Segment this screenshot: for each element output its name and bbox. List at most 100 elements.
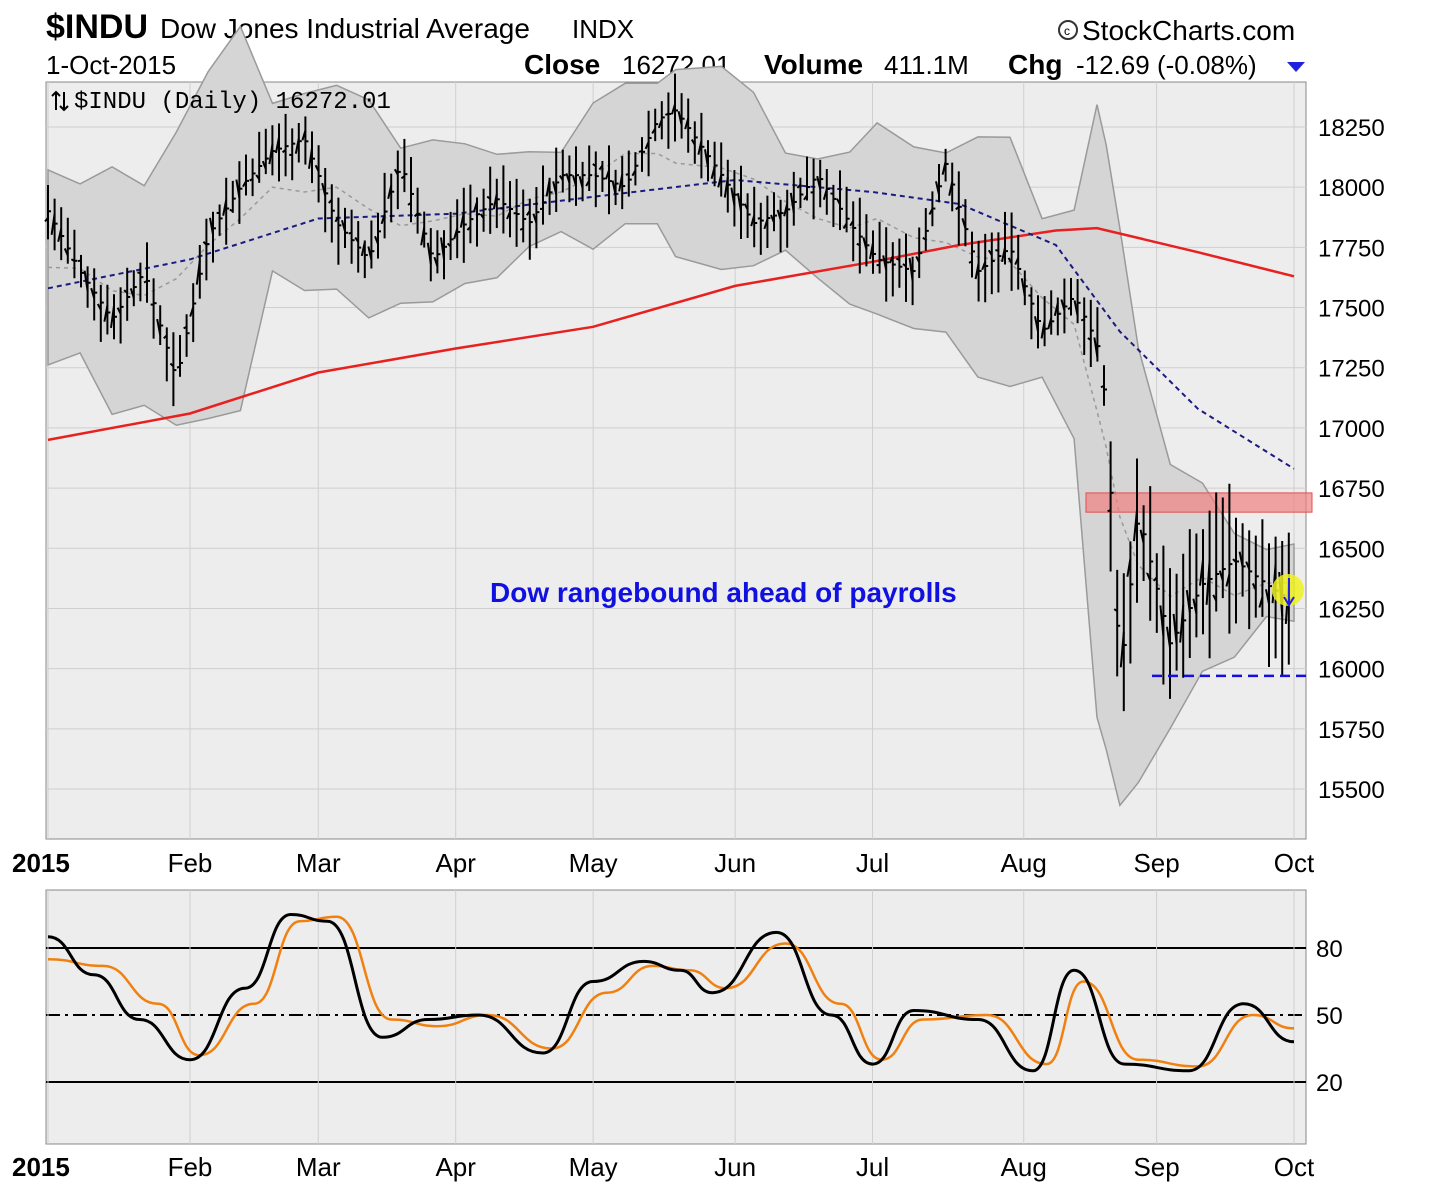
price-bar xyxy=(545,177,553,215)
month-label: Jul xyxy=(856,1152,889,1182)
price-bar xyxy=(723,159,731,213)
price-bar xyxy=(1001,211,1008,265)
price-bar xyxy=(1060,278,1068,334)
brand-logo: c StockCharts.com xyxy=(1058,15,1295,46)
price-bar xyxy=(922,208,929,251)
price-bar xyxy=(1007,212,1015,291)
price-bar xyxy=(935,164,942,203)
price-bar xyxy=(995,232,1002,293)
bollinger-band xyxy=(47,24,1295,808)
price-bar xyxy=(407,157,414,223)
month-label: Mar xyxy=(296,1152,341,1182)
price-bar xyxy=(552,147,560,212)
price-bar xyxy=(651,108,659,142)
price-bar xyxy=(955,171,962,246)
price-bar xyxy=(657,101,665,140)
price-bar xyxy=(183,314,190,357)
price-bar xyxy=(750,186,758,248)
month-label: Feb xyxy=(168,1152,213,1182)
annotation-text: Dow rangebound ahead of payrolls xyxy=(490,577,957,608)
price-bar xyxy=(1192,533,1200,638)
price-bar xyxy=(717,142,725,197)
price-bar xyxy=(690,121,698,164)
price-bar xyxy=(1047,290,1055,335)
price-bar xyxy=(500,165,507,234)
price-legend: $INDU (Daily) 16272.01 xyxy=(51,89,391,116)
price-bar xyxy=(638,137,645,172)
stochastic-axis: 20 50 80 xyxy=(1316,936,1343,1097)
price-bar xyxy=(63,217,71,264)
price-bar xyxy=(856,197,863,274)
close-label: Close xyxy=(524,49,600,80)
price-bar xyxy=(1073,279,1081,324)
price-bar xyxy=(1053,297,1061,336)
price-bar xyxy=(1126,541,1134,664)
price-bar xyxy=(572,146,579,206)
price-bar xyxy=(876,221,883,274)
price-bar xyxy=(1172,573,1180,671)
price-tick-label: 16000 xyxy=(1318,657,1385,684)
price-bar xyxy=(426,228,434,282)
price-bar xyxy=(1100,365,1107,406)
price-bar xyxy=(195,245,203,299)
month-label: Mar xyxy=(296,848,341,878)
stochastic-tick-label: 80 xyxy=(1316,936,1343,963)
price-bar xyxy=(163,327,170,382)
price-bar xyxy=(77,254,84,288)
month-label: Sep xyxy=(1133,1152,1179,1182)
exchange-label: INDX xyxy=(572,14,634,44)
price-bar xyxy=(625,150,632,197)
price-bar xyxy=(479,188,487,232)
stochastic-grid xyxy=(46,890,1306,1144)
price-bar xyxy=(1080,297,1088,355)
price-bar xyxy=(757,202,764,255)
price-bar xyxy=(908,256,916,306)
price-bar xyxy=(697,112,705,179)
price-bar xyxy=(360,240,368,279)
price-bar xyxy=(116,287,124,344)
month-label: 2015 xyxy=(12,1152,70,1182)
symbol-title: $INDU xyxy=(46,8,148,46)
month-label: Apr xyxy=(435,848,476,878)
price-bar xyxy=(915,227,923,279)
price-bar xyxy=(816,159,824,208)
price-bars xyxy=(44,73,1292,712)
price-bar xyxy=(1251,535,1259,618)
price-bar xyxy=(308,131,315,184)
price-bar xyxy=(803,156,810,201)
month-label: Aug xyxy=(1001,848,1047,878)
price-bar xyxy=(413,187,421,234)
price-bar xyxy=(189,283,197,343)
price-bar xyxy=(235,161,243,224)
price-bar xyxy=(743,193,751,238)
price-bar xyxy=(1014,234,1022,290)
brand-name: StockCharts.com xyxy=(1082,15,1295,46)
price-bar xyxy=(882,227,890,302)
copyright-icon xyxy=(1058,20,1078,40)
price-bar xyxy=(968,231,975,278)
price-bar xyxy=(57,207,65,261)
resistance-zone xyxy=(1085,492,1313,513)
price-bar xyxy=(354,221,362,273)
price-bar xyxy=(1245,530,1253,630)
price-bar xyxy=(473,197,480,247)
price-bar xyxy=(796,177,804,209)
price-bar xyxy=(849,201,857,262)
price-bar xyxy=(1212,492,1220,612)
price-bar xyxy=(558,149,566,193)
price-bar xyxy=(902,233,909,302)
last-bar-marker xyxy=(1283,578,1295,607)
price-bar xyxy=(842,186,850,233)
price-bar xyxy=(513,178,520,247)
price-bar xyxy=(862,214,870,267)
price-bar xyxy=(341,207,348,248)
price-bar xyxy=(1199,529,1206,635)
price-bar xyxy=(644,110,652,177)
price-bar xyxy=(822,169,830,215)
price-bar xyxy=(532,187,540,249)
price-bar xyxy=(1087,299,1094,367)
price-bar xyxy=(565,155,573,203)
price-bar xyxy=(974,240,982,302)
price-bar xyxy=(90,268,98,321)
price-bar xyxy=(1139,505,1147,581)
